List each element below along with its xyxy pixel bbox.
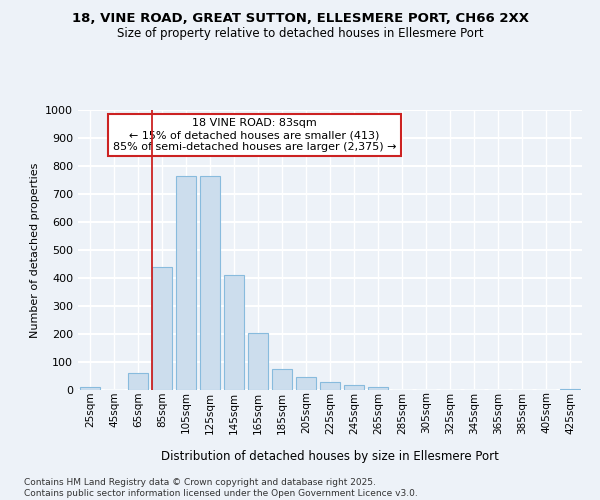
Text: Size of property relative to detached houses in Ellesmere Port: Size of property relative to detached ho… (116, 28, 484, 40)
Text: 18, VINE ROAD, GREAT SUTTON, ELLESMERE PORT, CH66 2XX: 18, VINE ROAD, GREAT SUTTON, ELLESMERE P… (71, 12, 529, 26)
Bar (344, 385, 364, 390)
Bar (320, 382, 340, 390)
Y-axis label: Number of detached properties: Number of detached properties (29, 162, 40, 338)
Bar (224, 275, 244, 390)
Bar (80, 387, 100, 390)
Bar (248, 332, 268, 390)
Bar (368, 387, 388, 390)
Bar (152, 267, 172, 390)
Bar (128, 373, 148, 390)
Bar (560, 388, 580, 390)
Text: 18 VINE ROAD: 83sqm
← 15% of detached houses are smaller (413)
85% of semi-detac: 18 VINE ROAD: 83sqm ← 15% of detached ho… (113, 118, 396, 152)
Bar (296, 378, 316, 390)
Bar (272, 369, 292, 390)
Bar (176, 176, 196, 390)
Bar (200, 176, 220, 390)
Text: Contains HM Land Registry data © Crown copyright and database right 2025.
Contai: Contains HM Land Registry data © Crown c… (24, 478, 418, 498)
Text: Distribution of detached houses by size in Ellesmere Port: Distribution of detached houses by size … (161, 450, 499, 463)
